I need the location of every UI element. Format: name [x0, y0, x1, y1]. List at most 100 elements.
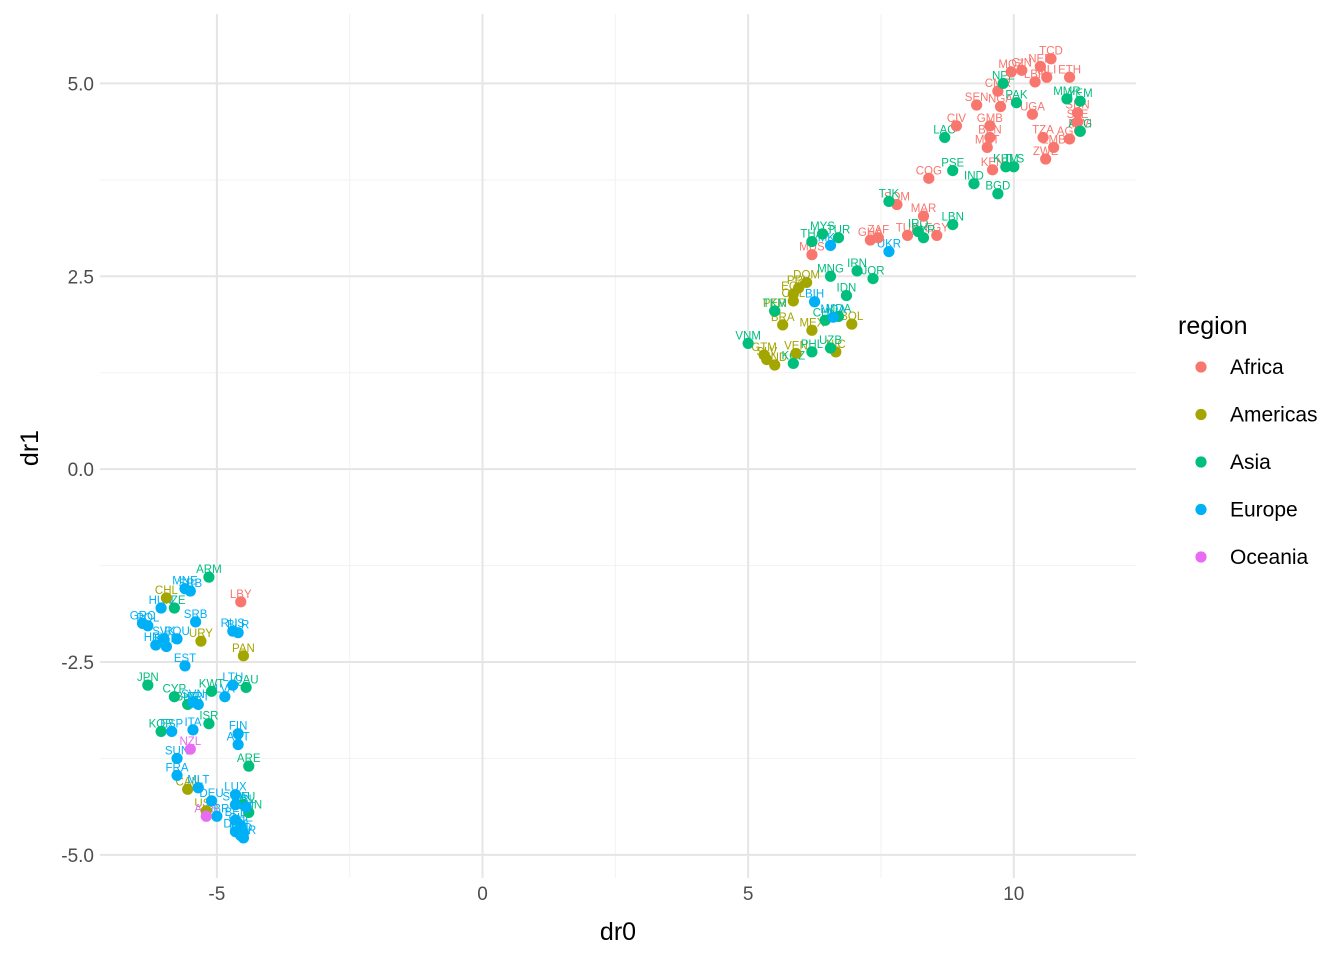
data-point	[229, 799, 242, 811]
data-point	[1045, 53, 1057, 65]
data-point	[142, 679, 154, 691]
point-label: TJK	[879, 188, 900, 200]
point-label: ITA	[184, 717, 201, 729]
data-point	[237, 650, 250, 662]
data-point	[232, 728, 244, 740]
data-point	[947, 219, 959, 231]
point-label: ESP	[160, 718, 183, 730]
data-point	[827, 311, 839, 323]
point-label: LAO	[933, 124, 956, 136]
point-label: UGA	[1020, 101, 1045, 113]
data-point	[243, 760, 255, 772]
data-point	[171, 752, 183, 765]
point-label: MUS	[799, 242, 825, 254]
legend-label: Oceania	[1230, 546, 1309, 569]
data-point	[947, 165, 959, 177]
data-point	[806, 235, 818, 248]
data-point	[168, 691, 180, 703]
data-point	[824, 239, 837, 252]
point-label: SVK	[152, 626, 175, 638]
data-point	[806, 346, 818, 358]
data-point	[187, 724, 199, 736]
data-point	[1063, 133, 1076, 145]
data-point	[1010, 97, 1023, 109]
point-label: IRN	[847, 258, 867, 270]
data-point	[203, 571, 215, 583]
data-point	[150, 639, 162, 651]
data-point	[184, 585, 196, 597]
point-label: CHL	[155, 585, 179, 597]
point-label: VNM	[735, 330, 761, 342]
data-point	[846, 318, 858, 330]
y-tick-label: 2.5	[68, 267, 94, 288]
point-label: PAK	[1005, 90, 1027, 102]
x-tick-label: 10	[1003, 884, 1024, 905]
point-label: MYS	[810, 221, 835, 233]
data-point	[883, 195, 895, 208]
data-point	[200, 810, 212, 822]
data-point	[867, 273, 879, 285]
point-label: MLT	[187, 775, 209, 787]
x-tick-label: 5	[743, 884, 754, 905]
data-point	[950, 120, 963, 132]
legend-label: Americas	[1230, 404, 1318, 427]
legend-key	[1195, 551, 1207, 563]
data-point	[1000, 161, 1012, 173]
point-label: EST	[174, 653, 196, 665]
point-label: NZL	[179, 736, 201, 748]
data-point	[237, 827, 250, 839]
data-point	[171, 769, 183, 782]
point-label: BEL	[225, 807, 247, 819]
data-point	[142, 620, 154, 632]
point-label: MMR	[1053, 86, 1080, 98]
data-point	[205, 685, 218, 697]
data-point	[840, 289, 853, 302]
point-label: PER	[763, 298, 787, 310]
point-label: ZAF	[867, 225, 889, 237]
data-point	[1008, 161, 1020, 173]
point-label: ETH	[1058, 64, 1081, 76]
point-label: GIN	[1012, 57, 1032, 69]
data-point	[971, 99, 983, 111]
data-point	[1037, 131, 1049, 144]
point-label: SUN	[165, 745, 189, 757]
data-point	[195, 635, 207, 647]
point-label: QAU	[234, 674, 259, 686]
data-point	[1074, 125, 1086, 137]
point-label: GRC	[130, 610, 156, 622]
point-label: TUR	[827, 225, 851, 237]
data-point	[986, 164, 999, 176]
data-point	[182, 783, 194, 795]
data-point	[192, 782, 204, 794]
data-point	[801, 276, 813, 289]
data-point	[192, 698, 204, 711]
data-point	[1048, 141, 1060, 154]
legend-key	[1195, 503, 1207, 516]
data-point	[229, 789, 242, 801]
point-label: GMB	[977, 113, 1004, 125]
data-point	[155, 725, 167, 738]
data-point	[787, 357, 799, 370]
data-point	[1061, 93, 1073, 105]
point-label: JPN	[137, 672, 159, 684]
legend-key	[1195, 361, 1207, 373]
point-label: ISR	[199, 711, 218, 723]
legend-label: Asia	[1230, 451, 1271, 474]
data-point	[211, 810, 223, 822]
point-label: PSE	[941, 158, 964, 170]
data-point	[1071, 107, 1084, 119]
point-label: SVN	[181, 689, 205, 701]
legend-key	[1195, 456, 1207, 468]
data-point	[939, 131, 951, 144]
data-point	[832, 232, 845, 244]
point-label: KOR	[149, 718, 174, 730]
data-point	[232, 627, 244, 639]
data-point	[806, 324, 818, 336]
data-point	[931, 229, 943, 241]
data-point	[769, 359, 781, 371]
data-point	[240, 801, 252, 813]
y-tick-label: 5.0	[68, 74, 94, 95]
data-point	[917, 232, 930, 244]
data-point	[777, 319, 789, 331]
point-label: LBY	[230, 589, 252, 601]
